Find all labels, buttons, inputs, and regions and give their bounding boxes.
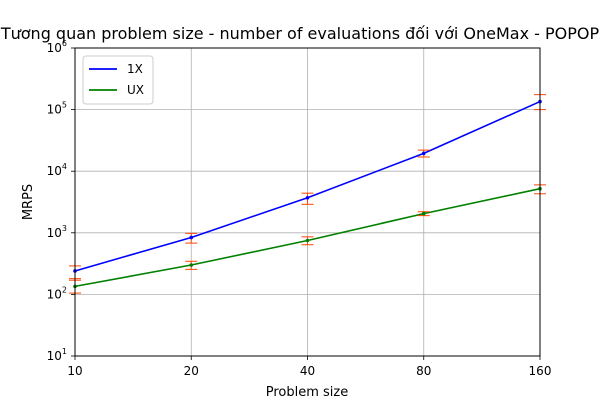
y-tick-label-1: 102 [47, 285, 67, 301]
y-tick-label-3: 104 [47, 162, 67, 178]
legend-label-1X: 1X [127, 62, 143, 76]
y-axis-label: MRPS [21, 184, 36, 220]
point-UX-1 [189, 263, 194, 267]
x-tick-label-4: 160 [529, 364, 552, 378]
chart-title: Tương quan problem size - number of eval… [0, 24, 599, 43]
y-tick-label-0: 101 [47, 347, 67, 363]
point-1X-1 [189, 235, 194, 240]
y-tick-label-2: 103 [47, 224, 67, 240]
ticks: 10 20 40 80 160 101 102 103 104 105 106 [47, 39, 552, 378]
x-tick-label-2: 40 [300, 364, 315, 378]
x-tick-label-3: 80 [416, 364, 431, 378]
point-1X-3 [421, 151, 426, 156]
point-UX-2 [305, 238, 310, 243]
y-tick-label-5: 106 [47, 39, 67, 55]
x-tick-label-0: 10 [67, 364, 82, 378]
legend-label-UX: UX [127, 83, 144, 97]
point-UX-3 [421, 211, 426, 216]
legend-box [82, 55, 154, 105]
point-1X-2 [305, 195, 310, 200]
x-tick-label-1: 20 [184, 364, 199, 378]
legend: 1X UX [82, 55, 154, 105]
x-axis-label: Problem size [266, 385, 349, 400]
y-tick-label-4: 105 [47, 101, 67, 117]
